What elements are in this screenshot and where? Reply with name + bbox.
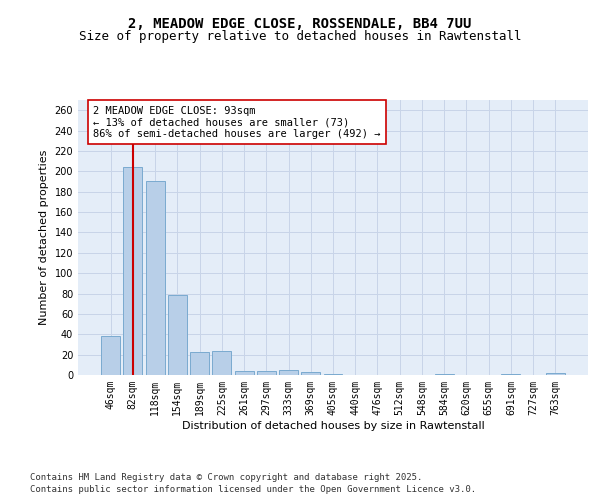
Bar bbox=[257, 371, 276, 375]
X-axis label: Distribution of detached houses by size in Rawtenstall: Distribution of detached houses by size … bbox=[182, 420, 484, 430]
Text: Contains public sector information licensed under the Open Government Licence v3: Contains public sector information licen… bbox=[30, 485, 476, 494]
Bar bbox=[301, 372, 320, 375]
Bar bbox=[190, 352, 209, 375]
Text: Size of property relative to detached houses in Rawtenstall: Size of property relative to detached ho… bbox=[79, 30, 521, 43]
Bar bbox=[323, 374, 343, 375]
Bar bbox=[546, 373, 565, 375]
Bar bbox=[502, 374, 520, 375]
Text: 2, MEADOW EDGE CLOSE, ROSSENDALE, BB4 7UU: 2, MEADOW EDGE CLOSE, ROSSENDALE, BB4 7U… bbox=[128, 18, 472, 32]
Bar bbox=[124, 167, 142, 375]
Bar bbox=[101, 336, 120, 375]
Bar bbox=[212, 350, 231, 375]
Y-axis label: Number of detached properties: Number of detached properties bbox=[39, 150, 49, 325]
Bar bbox=[146, 182, 164, 375]
Bar bbox=[435, 374, 454, 375]
Bar bbox=[168, 294, 187, 375]
Bar bbox=[279, 370, 298, 375]
Text: Contains HM Land Registry data © Crown copyright and database right 2025.: Contains HM Land Registry data © Crown c… bbox=[30, 472, 422, 482]
Bar bbox=[235, 371, 254, 375]
Text: 2 MEADOW EDGE CLOSE: 93sqm
← 13% of detached houses are smaller (73)
86% of semi: 2 MEADOW EDGE CLOSE: 93sqm ← 13% of deta… bbox=[94, 106, 381, 138]
